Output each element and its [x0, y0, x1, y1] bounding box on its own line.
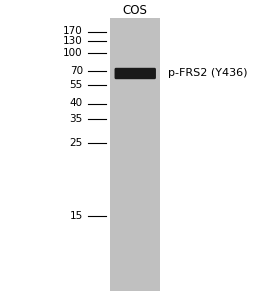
Text: 35: 35	[70, 113, 83, 124]
Text: 55: 55	[70, 80, 83, 91]
Bar	[110, 18, 160, 291]
Text: 130: 130	[63, 35, 83, 46]
Text: 40: 40	[70, 98, 83, 109]
Text: 25: 25	[70, 137, 83, 148]
Text: 170: 170	[63, 26, 83, 37]
Text: 70: 70	[70, 65, 83, 76]
Text: 100: 100	[63, 47, 83, 58]
Text: COS: COS	[123, 4, 148, 17]
Text: p-FRS2 (Y436): p-FRS2 (Y436)	[168, 68, 248, 79]
FancyBboxPatch shape	[115, 68, 156, 79]
Text: 15: 15	[70, 211, 83, 221]
